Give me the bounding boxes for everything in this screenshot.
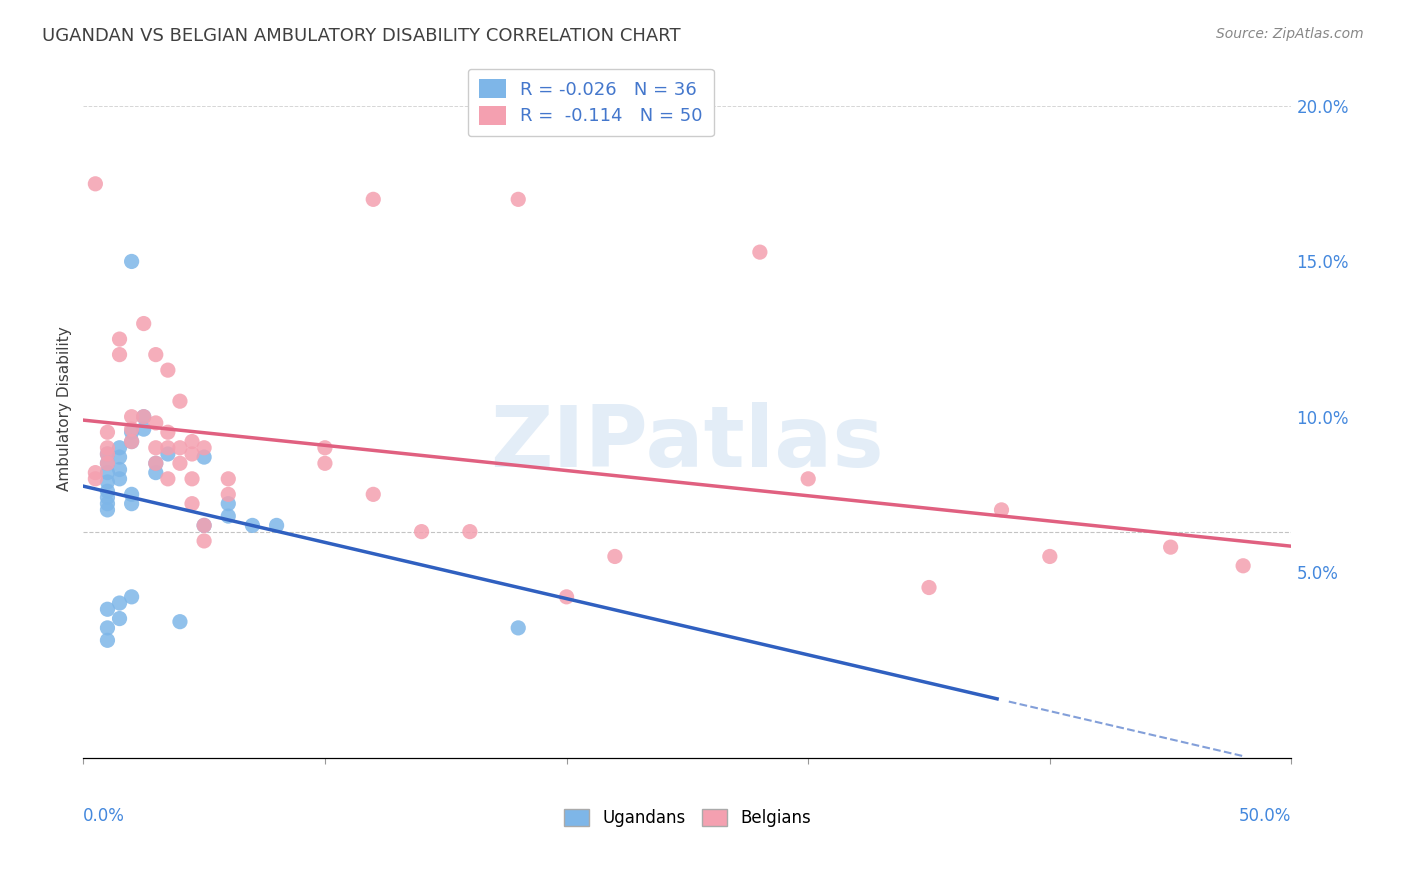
Point xyxy=(96,475,118,489)
Point xyxy=(132,409,155,424)
Point xyxy=(181,434,204,449)
Point xyxy=(121,487,143,501)
Point xyxy=(96,497,118,511)
Point xyxy=(96,447,118,461)
Text: 0.0%: 0.0% xyxy=(83,807,125,825)
Point xyxy=(108,450,131,464)
Point xyxy=(603,549,626,564)
Text: ZIPatlas: ZIPatlas xyxy=(491,402,884,485)
Point xyxy=(193,533,215,548)
Text: Source: ZipAtlas.com: Source: ZipAtlas.com xyxy=(1216,27,1364,41)
Point xyxy=(918,581,941,595)
Point xyxy=(84,466,107,480)
Point xyxy=(797,472,820,486)
Point xyxy=(121,434,143,449)
Point xyxy=(121,254,143,268)
Point xyxy=(96,456,118,470)
Point xyxy=(108,596,131,610)
Point xyxy=(145,456,167,470)
Point xyxy=(121,434,143,449)
Point xyxy=(193,518,215,533)
Point xyxy=(169,441,191,455)
Point xyxy=(361,192,384,206)
Point xyxy=(748,245,770,260)
Point xyxy=(84,177,107,191)
Point xyxy=(108,462,131,476)
Point xyxy=(314,456,336,470)
Point xyxy=(181,447,204,461)
Point xyxy=(96,425,118,440)
Point xyxy=(132,409,155,424)
Point xyxy=(121,409,143,424)
Point xyxy=(266,518,288,533)
Point xyxy=(156,447,179,461)
Point xyxy=(96,447,118,461)
Point xyxy=(145,348,167,362)
Point xyxy=(96,466,118,480)
Point xyxy=(217,497,239,511)
Point xyxy=(1232,558,1254,573)
Point xyxy=(96,621,118,635)
Point xyxy=(96,503,118,517)
Point xyxy=(156,425,179,440)
Point xyxy=(84,472,107,486)
Point xyxy=(121,497,143,511)
Text: 50.0%: 50.0% xyxy=(1239,807,1292,825)
Point xyxy=(145,441,167,455)
Point xyxy=(181,472,204,486)
Point xyxy=(1039,549,1062,564)
Point xyxy=(108,332,131,346)
Point xyxy=(217,509,239,524)
Point xyxy=(411,524,433,539)
Point xyxy=(242,518,264,533)
Text: UGANDAN VS BELGIAN AMBULATORY DISABILITY CORRELATION CHART: UGANDAN VS BELGIAN AMBULATORY DISABILITY… xyxy=(42,27,681,45)
Point xyxy=(508,621,530,635)
Point xyxy=(361,487,384,501)
Point xyxy=(96,484,118,499)
Point xyxy=(96,441,118,455)
Point xyxy=(96,491,118,505)
Point xyxy=(508,192,530,206)
Point xyxy=(169,394,191,409)
Point xyxy=(96,456,118,470)
Point xyxy=(108,472,131,486)
Point xyxy=(132,317,155,331)
Point xyxy=(156,363,179,377)
Point xyxy=(145,456,167,470)
Point xyxy=(169,456,191,470)
Y-axis label: Ambulatory Disability: Ambulatory Disability xyxy=(58,326,72,491)
Point xyxy=(108,348,131,362)
Point xyxy=(1160,540,1182,554)
Point xyxy=(156,441,179,455)
Point xyxy=(156,472,179,486)
Point xyxy=(121,425,143,440)
Point xyxy=(217,487,239,501)
Point xyxy=(121,590,143,604)
Point xyxy=(314,441,336,455)
Point xyxy=(458,524,481,539)
Point xyxy=(555,590,578,604)
Point xyxy=(145,416,167,430)
Point xyxy=(193,450,215,464)
Point xyxy=(108,441,131,455)
Point xyxy=(96,633,118,648)
Point xyxy=(145,466,167,480)
Legend: Ugandans, Belgians: Ugandans, Belgians xyxy=(557,802,818,834)
Point xyxy=(96,602,118,616)
Point xyxy=(990,503,1012,517)
Point xyxy=(217,472,239,486)
Point xyxy=(121,422,143,436)
Point xyxy=(132,422,155,436)
Point xyxy=(193,441,215,455)
Point xyxy=(181,497,204,511)
Point xyxy=(108,611,131,625)
Point xyxy=(193,518,215,533)
Point xyxy=(169,615,191,629)
